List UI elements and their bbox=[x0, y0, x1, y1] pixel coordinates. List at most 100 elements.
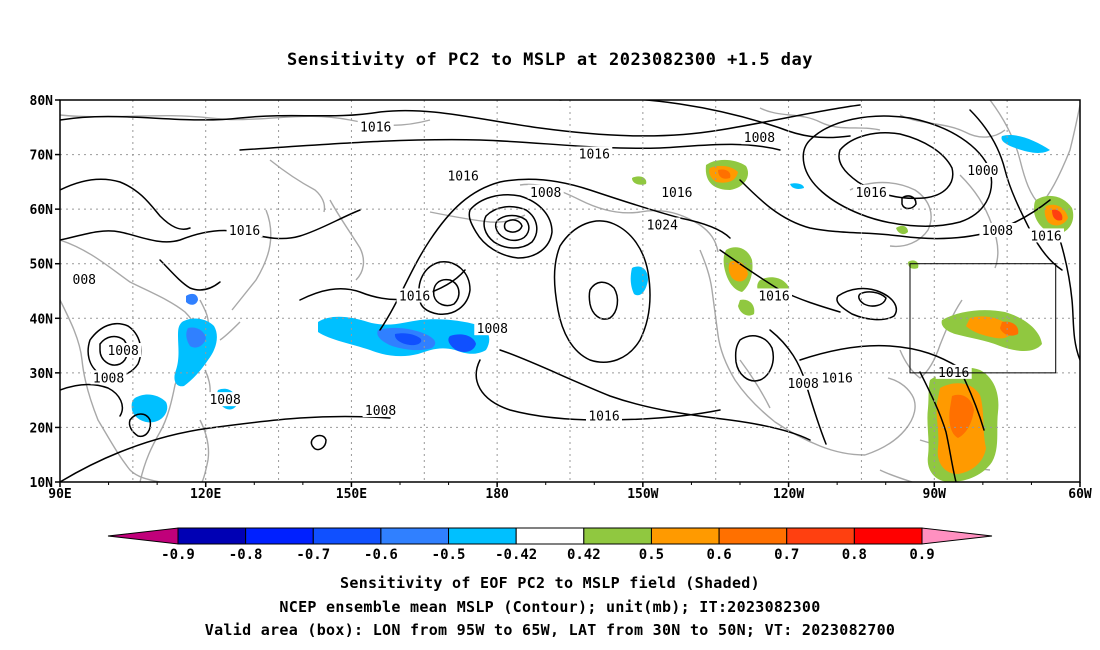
coast-gulf bbox=[864, 377, 916, 456]
contour-label-bg bbox=[576, 146, 613, 161]
colorbar-label: -0.5 bbox=[432, 547, 466, 563]
lon-tick-label: 90E bbox=[48, 487, 71, 502]
contour-label-bg bbox=[1028, 228, 1064, 243]
contour-label: 1016 bbox=[229, 224, 260, 239]
contour-label: 1008 bbox=[982, 224, 1013, 239]
colorbar-band bbox=[650, 527, 720, 545]
lon-tick-label: 150E bbox=[336, 487, 367, 502]
lon-tick-label: 120W bbox=[773, 487, 804, 502]
lat-tick-label: 20N bbox=[30, 421, 54, 436]
contour-label: 1008 bbox=[93, 371, 124, 386]
contour-1028-high bbox=[588, 281, 619, 320]
contour-label-bg bbox=[785, 375, 822, 390]
contour-label: 1016 bbox=[360, 120, 391, 135]
contour-label-bg bbox=[527, 184, 564, 199]
lon-tick-label: 60W bbox=[1068, 487, 1092, 502]
contour-1008-subtrop bbox=[60, 415, 391, 482]
colorbar-band bbox=[583, 527, 652, 545]
contour-1008-hudson-small bbox=[901, 195, 917, 210]
neg-core2-npac bbox=[394, 333, 422, 346]
valid-area-box bbox=[909, 263, 1057, 374]
contour-label-bg bbox=[90, 370, 127, 385]
coast-hudson bbox=[849, 181, 932, 248]
contour-1008-low2 bbox=[418, 261, 471, 315]
contour-label-bg bbox=[964, 162, 1001, 177]
pos-core-atl bbox=[966, 316, 1012, 339]
contour-1008-low1 bbox=[468, 194, 553, 259]
contour-1008-canada bbox=[802, 115, 993, 227]
colorbar-label: 0.7 bbox=[774, 547, 799, 563]
colorbar-band bbox=[245, 527, 314, 545]
colorbar-band bbox=[177, 527, 247, 545]
lon-tick-label: 150W bbox=[627, 487, 658, 502]
contour-1016-ne-asia bbox=[159, 259, 221, 291]
caption-line-1: Sensitivity of EOF PC2 to MSLP field (Sh… bbox=[340, 574, 760, 592]
contour-label: 1008 bbox=[744, 131, 775, 146]
contour-1000-low1 bbox=[494, 214, 530, 242]
contour-label: 1008 bbox=[209, 393, 240, 408]
lat-tick-label: 30N bbox=[30, 367, 54, 382]
lat-tick-label: 80N bbox=[30, 94, 54, 109]
neg-patch-china bbox=[174, 318, 217, 387]
contour-1016-high-outer bbox=[499, 349, 811, 441]
contour-label-bg bbox=[362, 403, 399, 418]
contour-label-bg bbox=[105, 343, 142, 358]
contour-label: 1024 bbox=[647, 219, 678, 234]
contour-label: 1016 bbox=[661, 186, 692, 201]
neg-core-china bbox=[186, 327, 206, 348]
contour-1016-siberia bbox=[60, 209, 361, 243]
contour-1008-china bbox=[87, 322, 142, 378]
coast-okhotsk bbox=[269, 159, 326, 213]
contour-label: 1008 bbox=[787, 377, 818, 392]
contour-1016-east-pac bbox=[475, 359, 721, 421]
contour-label-bg bbox=[756, 288, 792, 303]
neg-patch-canada bbox=[790, 183, 804, 189]
contour-label-bg bbox=[396, 288, 433, 303]
lon-tick-label: 90W bbox=[923, 487, 947, 502]
contour-1008-great-lakes bbox=[836, 287, 898, 321]
pos-patch-small2 bbox=[896, 225, 908, 235]
colorbar-band bbox=[853, 527, 923, 545]
lon-tick-label: 180 bbox=[485, 487, 509, 502]
contour-1016-east-us bbox=[799, 344, 961, 369]
contour-label: 1016 bbox=[1030, 229, 1061, 244]
caption-line-3: Valid area (box): LON from 95W to 65W, L… bbox=[204, 621, 896, 639]
contour-label: 1008 bbox=[107, 344, 138, 359]
colorbar-band bbox=[515, 527, 585, 545]
pos-core2-atl bbox=[1000, 321, 1019, 336]
contour-1000-canada bbox=[838, 132, 954, 200]
contour-1016-gulf bbox=[919, 371, 957, 482]
contour-label-bg bbox=[853, 184, 890, 199]
colorbar-label: 0.5 bbox=[639, 547, 664, 563]
lon-tick-label: 120E bbox=[190, 487, 221, 502]
neg-patch-greenland-east bbox=[1001, 134, 1050, 153]
contour-1016-atl2 bbox=[1059, 239, 1080, 361]
contour-label-bg bbox=[658, 184, 695, 199]
colorbar-band bbox=[380, 527, 450, 545]
colorbar-label: -0.42 bbox=[495, 547, 537, 563]
contour-1008-india bbox=[60, 383, 124, 417]
lat-tick-label: 60N bbox=[30, 203, 54, 218]
lat-tick-label: 40N bbox=[30, 312, 54, 327]
contour-1008-wpac bbox=[128, 413, 152, 438]
coast-baja bbox=[739, 359, 771, 409]
contour-label: 1016 bbox=[588, 410, 619, 425]
contour-label: 1016 bbox=[821, 371, 852, 386]
grid-lines bbox=[60, 100, 1080, 482]
contour-label: 1008 bbox=[365, 404, 396, 419]
caption-line-2: NCEP ensemble mean MSLP (Contour); unit(… bbox=[279, 598, 821, 616]
coast-bc-west bbox=[699, 249, 866, 456]
colorbar-label: -0.8 bbox=[229, 547, 263, 563]
contour-1008-small-low bbox=[310, 434, 327, 451]
coast-central-america bbox=[879, 469, 913, 482]
contour-label-bg bbox=[979, 222, 1016, 237]
lat-tick-label: 70N bbox=[30, 149, 54, 164]
contour-1008-sw-us bbox=[734, 335, 774, 382]
pos-patch-small3 bbox=[908, 260, 919, 269]
colorbar-label: -0.9 bbox=[161, 547, 195, 563]
coast-aleutians bbox=[429, 211, 526, 223]
neg-patch-korea bbox=[186, 293, 198, 305]
pos-patch-rockies2 bbox=[738, 299, 755, 316]
